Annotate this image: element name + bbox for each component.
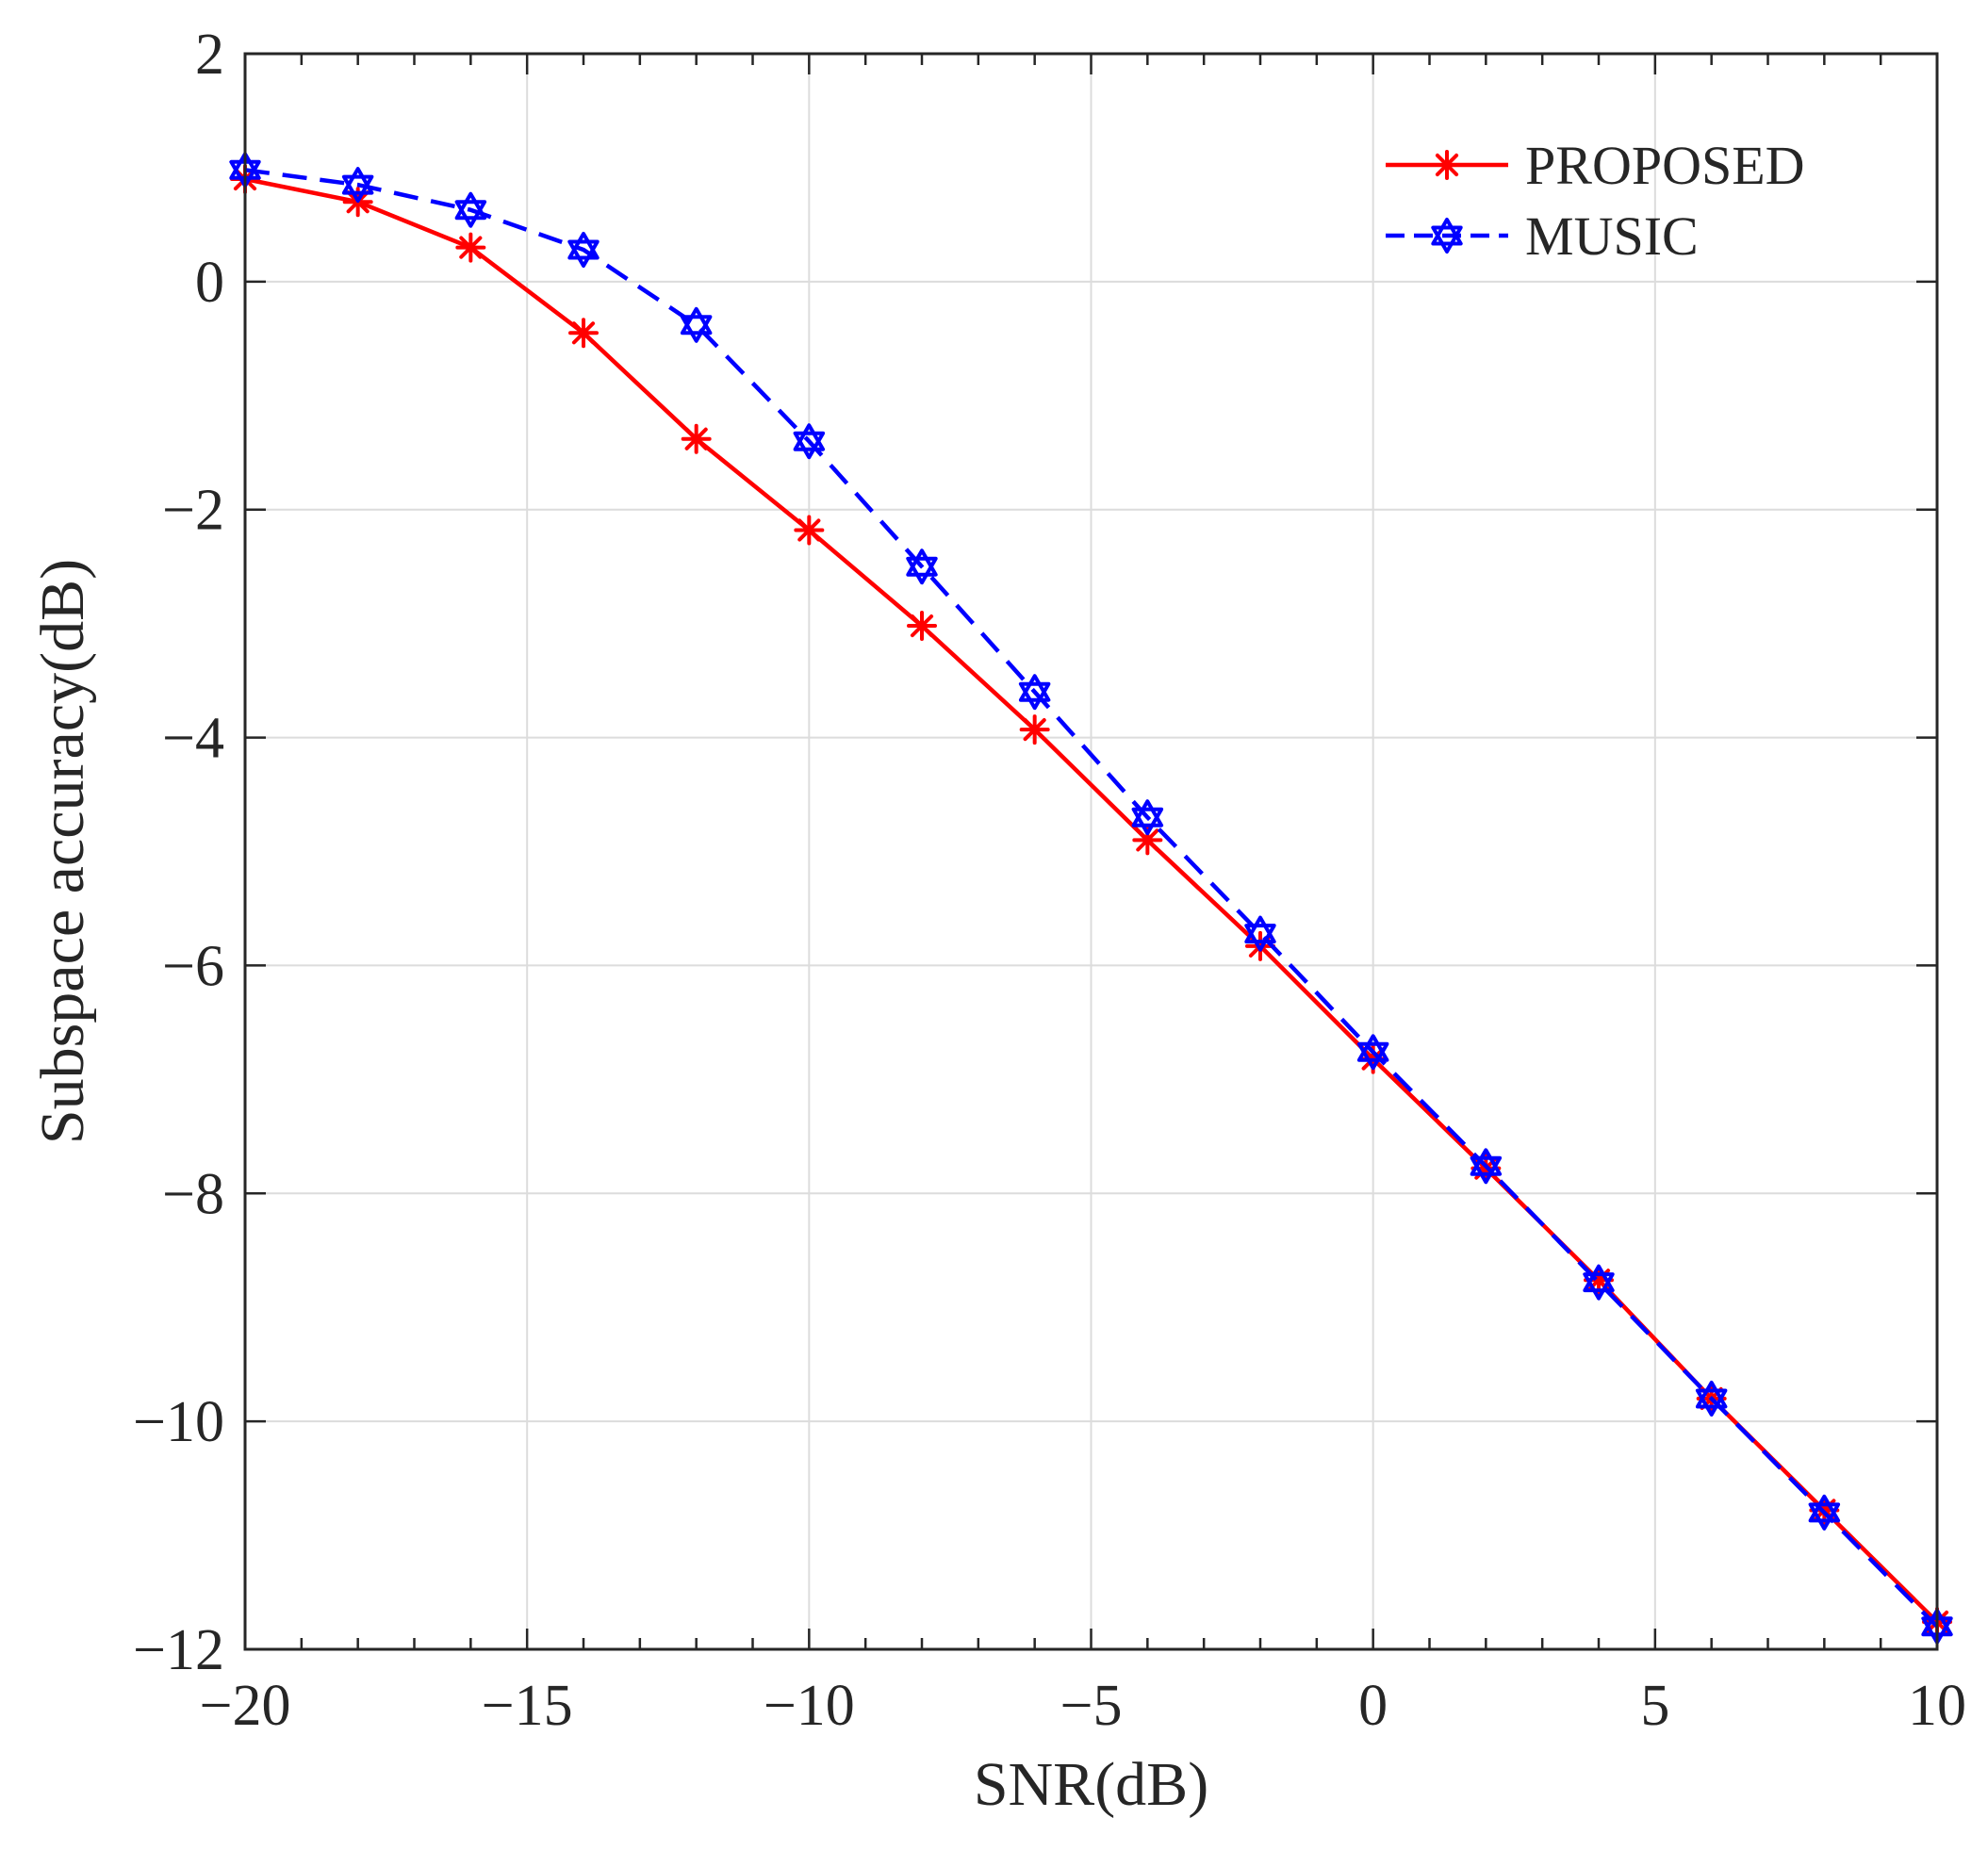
x-tick-label: −10 (764, 1674, 855, 1738)
data-point-proposed (681, 423, 712, 454)
hexagram-triangle-up (1695, 1381, 1728, 1409)
legend-entry-music: MUSIC (1386, 205, 1699, 267)
hexagram-triangle-up (1244, 915, 1276, 944)
data-point-proposed (568, 318, 599, 349)
legend-label-proposed: PROPOSED (1525, 135, 1805, 196)
data-point-music (1470, 1148, 1503, 1185)
x-tick-label: −15 (482, 1674, 573, 1738)
data-point-music (567, 232, 600, 268)
asterisk-marker-shape (1019, 714, 1050, 745)
hexagram-triangle-down (1431, 225, 1463, 254)
data-point-proposed (1132, 825, 1163, 856)
hexagram-triangle-up (1470, 1148, 1503, 1176)
data-point-music (1018, 674, 1051, 711)
y-tick-label: −8 (162, 1162, 224, 1226)
asterisk-marker-shape (1584, 1265, 1614, 1296)
asterisk-marker-shape (568, 318, 599, 349)
y-tick-label: −10 (133, 1390, 224, 1454)
hexagram-triangle-down (906, 556, 938, 585)
hexagram-triangle-up (793, 423, 826, 451)
hexagram-triangle-down (1808, 1502, 1841, 1531)
hexagram-triangle-down (1470, 1155, 1503, 1185)
hexagram-triangle-up (1018, 674, 1051, 702)
hexagram-triangle-up (341, 167, 374, 195)
hexagram-triangle-down (454, 200, 487, 228)
legend-label-music: MUSIC (1525, 205, 1699, 267)
asterisk-marker-shape (1132, 825, 1163, 856)
data-point-music (341, 167, 374, 204)
hexagram-triangle-up (1583, 1264, 1615, 1293)
data-point-proposed (907, 611, 937, 642)
hexagram-triangle-down (680, 315, 713, 343)
hexagram-triangle-down (793, 431, 826, 460)
legend: PROPOSED MUSIC (1386, 135, 1805, 267)
x-tick-label: −5 (1060, 1674, 1123, 1738)
data-point-music (1808, 1494, 1841, 1531)
asterisk-marker-shape (794, 515, 825, 546)
hexagram-triangle-up (680, 306, 713, 336)
asterisk-marker-shape (681, 423, 712, 454)
x-tick-label: 5 (1640, 1674, 1669, 1738)
data-point-music (680, 306, 713, 343)
data-point-music (1356, 1034, 1389, 1071)
y-tick-label: −6 (162, 934, 224, 998)
data-point-proposed (1584, 1265, 1614, 1296)
hexagram-triangle-down (1018, 681, 1051, 711)
data-point-music (906, 549, 938, 585)
tick-labels: −20 −15 −10 −5 0 5 10 2 0 −2 −4 −6 −8 −10 −12 (133, 23, 1966, 1738)
hexagram-triangle-up (906, 549, 938, 577)
hexagram-triangle-down (567, 239, 600, 268)
y-tick-label: 0 (195, 251, 224, 315)
data-point-music (1583, 1264, 1615, 1301)
y-tick-label: 2 (195, 23, 224, 87)
data-point-music (1695, 1381, 1728, 1417)
axes (243, 52, 1939, 1651)
series-line-proposed (244, 176, 1939, 1624)
y-tick-label: −4 (162, 707, 224, 771)
series-music (229, 152, 1953, 1645)
y-tick-label: −2 (162, 479, 224, 543)
hexagram-triangle-up (1131, 799, 1164, 827)
data-point-proposed (1019, 714, 1050, 745)
data-point-music (1244, 915, 1276, 952)
data-point-music (1131, 799, 1164, 836)
hexagram-triangle-down (1356, 1041, 1389, 1071)
legend-marker (1431, 218, 1463, 254)
legend-sample-proposed (1386, 150, 1508, 180)
grid (245, 54, 1937, 1649)
hexagram-triangle-up (454, 191, 487, 221)
asterisk-marker-shape (907, 611, 937, 642)
hexagram-triangle-up (1808, 1494, 1841, 1523)
y-tick-label: −12 (133, 1618, 224, 1682)
legend-marker (1432, 150, 1462, 180)
hexagram-triangle-down (1695, 1388, 1728, 1417)
hexagram-triangle-up (1431, 218, 1463, 246)
asterisk-marker-shape (1432, 150, 1462, 180)
legend-sample-music (1386, 218, 1508, 254)
x-tick-label: 10 (1908, 1674, 1966, 1738)
x-tick-label: −20 (200, 1674, 291, 1738)
x-tick-label: 0 (1358, 1674, 1388, 1738)
y-axis-label: Subspace accuracy(dB) (28, 559, 97, 1144)
hexagram-triangle-down (1583, 1272, 1615, 1301)
hexagram-triangle-up (1356, 1034, 1389, 1062)
series-line-music (244, 168, 1939, 1629)
data-point-music (454, 191, 487, 228)
data-point-music (793, 423, 826, 460)
hexagram-triangle-down (1244, 924, 1276, 952)
asterisk-marker-shape (455, 232, 486, 263)
x-axis-label: SNR(dB) (974, 1750, 1208, 1819)
legend-entry-proposed: PROPOSED (1386, 135, 1805, 196)
data-point-proposed (455, 232, 486, 263)
hexagram-triangle-down (1131, 807, 1164, 836)
hexagram-triangle-up (567, 232, 600, 260)
data-point-proposed (794, 515, 825, 546)
hexagram-triangle-down (341, 174, 374, 204)
